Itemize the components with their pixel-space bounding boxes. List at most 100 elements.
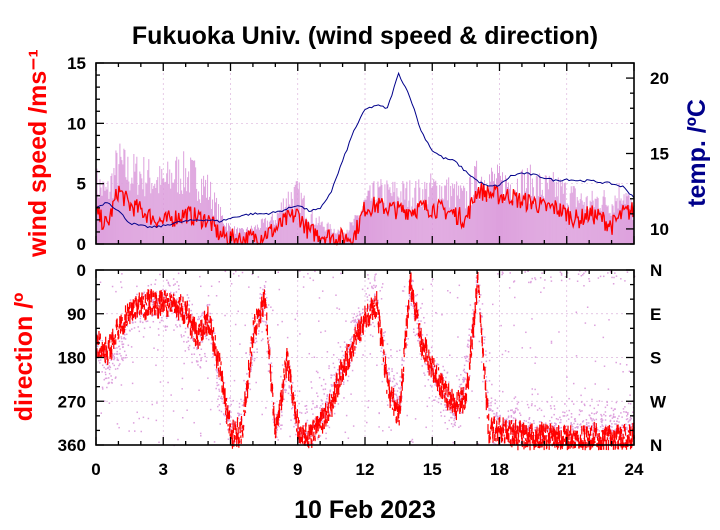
direction-range-point: [540, 438, 542, 441]
direction-mean-point: [396, 406, 399, 413]
direction-mean-point: [133, 301, 135, 309]
direction-range-point: [383, 332, 385, 334]
direction-range-point: [248, 382, 251, 385]
direction-mean-point: [229, 423, 232, 427]
direction-range-point: [410, 284, 413, 286]
direction-mean-point: [340, 359, 342, 370]
direction-range-point: [435, 364, 438, 366]
direction-range-point: [537, 393, 539, 395]
direction-mean-point: [369, 315, 371, 326]
direction-range-point: [433, 399, 435, 402]
direction-range-point: [124, 328, 127, 331]
direction-mean-series: [96, 271, 635, 451]
direction-mean-point: [622, 439, 624, 444]
direction-range-point: [519, 412, 521, 414]
direction-mean-point: [628, 436, 630, 444]
direction-mean-point: [234, 424, 237, 431]
direction-range-point: [115, 353, 118, 355]
direction-range-point: [176, 301, 179, 304]
direction-mean-point: [510, 426, 512, 430]
direction-range-point: [218, 281, 220, 283]
direction-range-point: [309, 277, 311, 279]
direction-mean-point: [286, 360, 288, 372]
direction-mean-point: [221, 370, 223, 381]
direction-range-point: [352, 316, 355, 319]
direction-range-point: [175, 291, 178, 293]
direction-mean-point: [436, 379, 438, 387]
direction-mean-point: [125, 323, 128, 326]
direction-mean-point: [483, 365, 485, 371]
direction-range-point: [169, 285, 171, 287]
direction-range-point: [224, 408, 227, 410]
direction-range-point: [333, 374, 335, 376]
direction-mean-point: [344, 360, 346, 366]
direction-mean-point: [457, 406, 459, 412]
direction-range-point: [511, 426, 514, 429]
direction-range-point: [424, 374, 426, 376]
direction-mean-point: [358, 324, 360, 336]
direction-range-series: [96, 270, 636, 447]
direction-range-point: [590, 439, 592, 441]
direction-mean-point: [264, 298, 266, 306]
direction-range-point: [572, 382, 575, 385]
direction-range-point: [96, 299, 98, 302]
direction-range-point: [438, 397, 440, 400]
direction-mean-point: [243, 409, 245, 413]
direction-range-point: [272, 421, 275, 424]
direction-range-point: [463, 392, 465, 395]
direction-range-point: [321, 407, 324, 409]
direction-mean-point: [293, 397, 295, 400]
direction-range-point: [208, 304, 211, 306]
direction-mean-point: [256, 308, 258, 315]
direction-mean-point: [627, 436, 629, 440]
direction-range-point: [473, 335, 476, 338]
direction-mean-point: [245, 384, 248, 391]
direction-range-point: [101, 371, 103, 373]
direction-range-point: [238, 413, 241, 415]
direction-range-point: [611, 276, 613, 279]
direction-mean-point: [482, 348, 484, 357]
direction-range-point: [240, 427, 243, 430]
compass-tick-label: N: [650, 436, 662, 455]
direction-range-point: [149, 326, 151, 329]
direction-range-point: [395, 393, 397, 396]
direction-range-point: [278, 288, 281, 291]
direction-mean-point: [210, 319, 212, 328]
direction-mean-point: [559, 432, 561, 444]
direction-range-point: [255, 381, 257, 384]
direction-range-point: [336, 307, 338, 309]
direction-range-point: [416, 322, 418, 325]
direction-mean-point: [265, 302, 267, 305]
direction-range-point: [108, 372, 111, 375]
direction-mean-point: [121, 316, 123, 322]
direction-range-point: [318, 320, 320, 322]
direction-mean-point: [301, 436, 303, 444]
direction-range-point: [450, 409, 453, 412]
direction-range-point: [444, 406, 447, 409]
direction-range-point: [579, 423, 582, 425]
direction-mean-point: [447, 391, 449, 394]
direction-range-point: [490, 397, 493, 399]
direction-axis-label: direction /º: [10, 293, 38, 422]
direction-range-point: [303, 276, 305, 278]
direction-range-point: [224, 314, 226, 317]
direction-range-point: [414, 418, 417, 420]
direction-range-point: [514, 410, 517, 412]
direction-range-point: [325, 406, 328, 408]
direction-mean-point: [361, 319, 363, 323]
direction-range-point: [612, 283, 615, 285]
direction-mean-point: [221, 385, 223, 393]
direction-range-point: [105, 368, 107, 370]
direction-mean-point: [220, 371, 222, 377]
direction-mean-point: [398, 405, 401, 413]
direction-range-point: [485, 354, 487, 356]
direction-range-point: [120, 286, 123, 289]
direction-mean-point: [165, 306, 168, 312]
direction-range-point: [259, 293, 261, 295]
direction-range-point: [188, 344, 191, 347]
direction-range-point: [421, 334, 424, 336]
direction-range-point: [273, 402, 276, 404]
direction-range-point: [550, 280, 553, 282]
direction-range-point: [122, 359, 124, 362]
